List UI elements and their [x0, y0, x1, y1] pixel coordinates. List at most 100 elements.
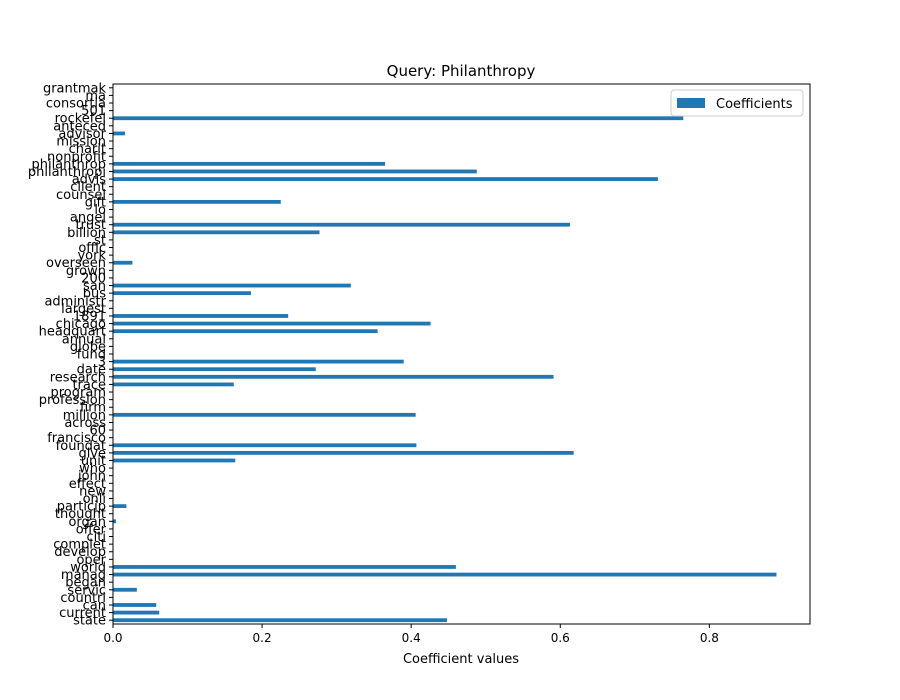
y-tick-label: foundat	[56, 439, 106, 454]
bar-trust	[113, 222, 570, 227]
x-axis-label: Coefficient values	[403, 652, 519, 667]
y-tick-label: began	[65, 576, 106, 591]
y-tick-label: complet	[53, 538, 106, 553]
y-tick-label: gift	[85, 195, 106, 210]
y-tick-label: 501	[81, 104, 106, 119]
y-tick-label: give	[78, 446, 106, 461]
y-tick-label: countri	[60, 591, 106, 606]
bar-state	[113, 618, 447, 623]
y-tick-label: francisco	[47, 431, 106, 446]
y-tick-label: bus	[83, 287, 106, 302]
y-tick-label: unit	[81, 454, 106, 469]
plot-frame	[112, 83, 811, 625]
bar-3	[113, 359, 404, 364]
legend-swatch	[677, 98, 705, 108]
y-tick-label: san	[83, 279, 106, 294]
x-tick-label: 0.0	[103, 631, 122, 645]
y-tick-label: particip	[57, 500, 106, 515]
y-tick-label: nonprofit	[47, 150, 106, 165]
bar-manag	[113, 572, 777, 577]
y-tick-label: trace	[72, 378, 106, 393]
legend: Coefficients	[670, 89, 804, 117]
bar-overseen	[113, 260, 133, 265]
y-tick-label: profession	[39, 393, 106, 408]
y-tick-label: 1891	[73, 309, 106, 324]
y-tick-label: rockefel	[55, 112, 106, 127]
y-tick-label: anteced	[53, 119, 106, 134]
bar-advisor	[113, 131, 125, 136]
bar-trace	[113, 382, 234, 387]
y-tick-label: servic	[67, 583, 106, 598]
y-tick-label: administr	[44, 294, 106, 309]
y-tick-label: ma	[85, 89, 106, 104]
y-tick-label: overseen	[46, 256, 106, 271]
bar-date	[113, 367, 316, 372]
x-tick-label: 0.4	[402, 631, 421, 645]
bar-philanthropi	[113, 169, 477, 174]
bar-give	[113, 450, 574, 455]
y-tick-label: thought	[55, 507, 106, 522]
x-tick-label: 0.2	[253, 631, 272, 645]
y-tick-label: oper	[76, 553, 106, 568]
bar-san	[113, 283, 351, 288]
bar-advis	[113, 177, 658, 181]
y-tick-label: advis	[72, 173, 107, 188]
bars-layer	[113, 116, 777, 623]
y-tick-label: onli	[83, 492, 106, 507]
bar-servic	[113, 587, 137, 592]
bar-headquart	[113, 329, 378, 334]
y-tick-label: develop	[54, 545, 106, 560]
y-tick-label: program	[51, 386, 107, 401]
y-tick-label: current	[59, 606, 106, 621]
y-tick-label: headquart	[39, 325, 106, 340]
y-axis-ticks: statecurrentcancountriservicbeganmanagwo…	[28, 81, 113, 629]
bar-1891	[113, 314, 289, 318]
y-tick-label: annual	[62, 332, 106, 347]
y-tick-label: advisor	[58, 127, 106, 142]
y-tick-label: fund	[77, 348, 106, 363]
y-tick-label: grantmak	[43, 81, 107, 96]
bar-rockefel	[113, 116, 684, 121]
y-tick-label: grown	[66, 264, 106, 279]
y-tick-label: largest	[61, 302, 106, 317]
y-tick-label: organ	[68, 515, 106, 530]
y-tick-label: globe	[70, 340, 106, 355]
y-tick-label: manag	[61, 568, 106, 583]
y-tick-label: who	[79, 462, 106, 477]
y-tick-label: offer	[76, 522, 107, 537]
y-tick-label: 3	[98, 355, 106, 370]
bar-philanthrop	[113, 161, 386, 166]
y-tick-label: billion	[67, 226, 106, 241]
y-tick-label: offic	[78, 241, 106, 256]
y-tick-label: angel	[70, 211, 106, 226]
x-tick-label: 0.6	[551, 631, 570, 645]
y-tick-label: mission	[56, 135, 106, 150]
y-tick-label: consortia	[46, 97, 106, 112]
y-tick-label: philanthrop	[31, 157, 106, 172]
bar-particip	[113, 504, 127, 509]
y-tick-label: world	[70, 560, 106, 575]
bar-world	[113, 565, 456, 569]
bar-research	[113, 374, 554, 379]
bar-can	[113, 603, 157, 607]
y-tick-label: john	[77, 469, 106, 484]
bar-billion	[113, 230, 320, 235]
y-tick-label: client	[70, 180, 106, 195]
y-tick-label: state	[73, 614, 106, 629]
y-tick-label: effect	[69, 477, 106, 492]
y-tick-label: million	[63, 408, 106, 423]
y-tick-label: citi	[87, 530, 106, 545]
bar-gift	[113, 199, 281, 204]
x-axis-ticks: 0.0 0.2 0.4 0.6 0.8	[103, 624, 719, 645]
legend-label: Coefficients	[716, 97, 793, 112]
x-tick-label: 0.8	[700, 631, 719, 645]
y-tick-label: york	[77, 249, 106, 264]
bar-chicago	[113, 321, 431, 326]
y-tick-label: date	[77, 363, 106, 378]
bar-foundat	[113, 443, 417, 448]
y-tick-label: st	[94, 233, 106, 248]
y-tick-label: charit	[69, 142, 106, 157]
y-tick-label: philanthropi	[28, 165, 106, 180]
y-tick-label: trust	[75, 218, 106, 233]
y-tick-label: 60	[89, 424, 106, 439]
